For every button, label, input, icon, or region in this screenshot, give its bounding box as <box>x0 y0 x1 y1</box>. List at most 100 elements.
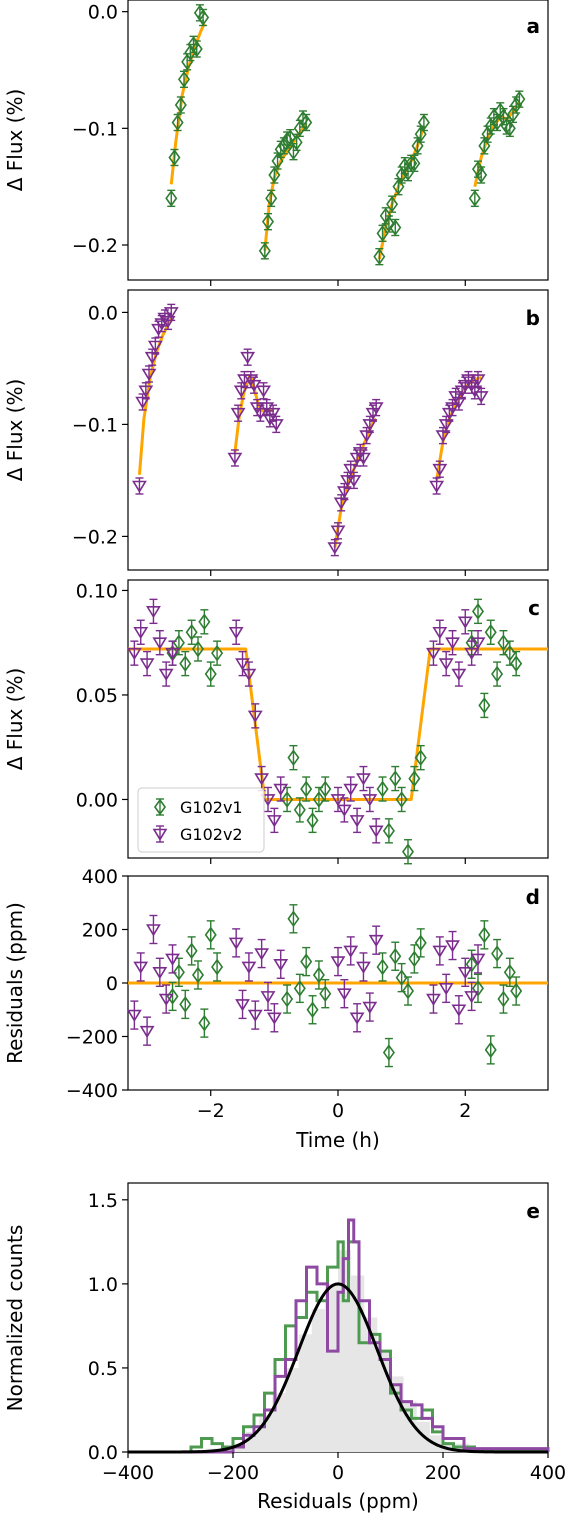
data-point-g102v1 <box>484 623 497 641</box>
data-point-g102v2 <box>266 815 282 828</box>
data-point-g102v1 <box>408 770 421 787</box>
data-point <box>468 189 481 207</box>
data-point <box>268 166 281 184</box>
data-point <box>438 419 454 432</box>
panel-a-label: a <box>527 14 541 38</box>
data-point-g102v2 <box>260 991 276 1004</box>
data-point-g102v1 <box>465 955 478 973</box>
data-point <box>135 396 151 409</box>
panel-b-y-label: Δ Flux (%) <box>3 379 27 482</box>
data-point-g102v2 <box>349 815 365 828</box>
data-point-g102v1 <box>395 791 408 808</box>
y-tick-label: 1.0 <box>88 1274 118 1296</box>
panel-a: 0.0 −0.1 −0.2 Δ Flux (%) a <box>3 0 549 286</box>
panel-e-x-axis: −400 −200 0 200 400 <box>102 1452 566 1484</box>
data-point <box>230 407 246 421</box>
data-point-g102v2 <box>445 637 460 650</box>
data-point-g102v2 <box>158 668 174 682</box>
panel-b-y-axis: 0.0 −0.1 −0.2 <box>72 302 128 548</box>
data-point <box>376 224 389 242</box>
data-point-g102v1 <box>478 697 491 714</box>
data-point-g102v2 <box>368 825 384 838</box>
x-tick-label: 0 <box>332 1100 344 1122</box>
data-point <box>333 497 349 510</box>
data-point <box>445 402 460 415</box>
data-point <box>261 213 275 231</box>
data-point <box>382 215 395 233</box>
panel-a-model-lines <box>169 22 521 260</box>
data-point-g102v2 <box>457 966 473 980</box>
data-point <box>362 419 378 432</box>
data-point-g102v2 <box>146 606 161 619</box>
data-point-g102v2 <box>451 1004 467 1017</box>
legend-entry-g102v1: G102v1 <box>180 798 243 817</box>
data-point-g102v1 <box>300 953 313 970</box>
data-point <box>290 133 303 151</box>
data-point-g102v1 <box>198 613 211 631</box>
data-point-g102v2 <box>165 953 180 966</box>
y-tick-label: −0.1 <box>72 118 118 140</box>
data-point-g102v1 <box>287 749 300 767</box>
data-point-g102v2 <box>362 1001 378 1015</box>
model-line <box>128 647 548 801</box>
data-point-g102v2 <box>438 658 454 671</box>
data-point-g102v2 <box>247 710 263 723</box>
data-point-g102v2 <box>330 794 346 807</box>
panel-d-x-label: Time (h) <box>295 1128 380 1152</box>
data-point <box>435 430 451 443</box>
data-point <box>346 475 362 488</box>
y-tick-label: 0.05 <box>76 685 118 707</box>
data-point-g102v2 <box>235 999 250 1012</box>
data-point <box>163 307 179 320</box>
data-point-g102v2 <box>228 626 244 640</box>
panel-d-y-axis: 400 200 0 −200 −400 <box>66 866 128 1102</box>
data-point-g102v1 <box>389 947 402 965</box>
data-point-g102v1 <box>382 1044 395 1061</box>
data-point <box>451 396 467 409</box>
data-point-g102v1 <box>306 812 319 829</box>
data-point-g102v1 <box>191 640 205 658</box>
data-point <box>330 525 346 538</box>
data-point-g102v1 <box>503 644 516 662</box>
data-point-g102v1 <box>198 1014 211 1032</box>
panel-c-model-line <box>128 647 548 801</box>
x-tick-label: −2 <box>197 1100 225 1122</box>
data-point-g102v1 <box>510 655 523 672</box>
data-point <box>513 90 526 108</box>
data-point <box>327 542 343 555</box>
data-point-g102v1 <box>179 996 192 1013</box>
y-tick-label: 0.5 <box>88 1358 118 1380</box>
data-point-g102v1 <box>312 791 325 808</box>
x-tick-label: −200 <box>207 1462 259 1484</box>
data-point <box>174 96 187 114</box>
data-point-g102v1 <box>319 985 332 1003</box>
data-point <box>271 152 284 170</box>
data-point-g102v2 <box>266 1012 282 1025</box>
data-point-g102v1 <box>179 655 192 672</box>
y-tick-label: −400 <box>66 1080 118 1102</box>
data-point <box>168 149 181 166</box>
legend-box <box>137 787 265 853</box>
y-tick-label: 400 <box>82 866 118 888</box>
data-point-g102v2 <box>139 658 155 671</box>
legend: G102v1 G102v2 <box>137 787 265 853</box>
panel-e-histograms <box>128 1218 550 1454</box>
data-point-g102v1 <box>312 966 325 984</box>
panel-e-label: e <box>526 1199 540 1223</box>
data-point-g102v2 <box>273 783 289 796</box>
y-tick-label: −0.2 <box>72 235 118 257</box>
data-point-g102v2 <box>254 773 270 786</box>
data-point-g102v2 <box>139 1025 155 1039</box>
data-point <box>368 402 384 415</box>
legend-entry-g102v2: G102v2 <box>180 825 243 844</box>
data-point <box>300 114 313 131</box>
data-point-g102v2 <box>336 988 352 1001</box>
data-point-g102v2 <box>165 647 180 661</box>
data-point <box>359 430 375 443</box>
data-point-g102v2 <box>273 958 289 972</box>
y-tick-label: 200 <box>82 920 118 942</box>
data-point <box>258 242 271 260</box>
data-point <box>475 166 488 184</box>
data-point <box>227 452 243 465</box>
data-point-g102v2 <box>432 945 448 958</box>
